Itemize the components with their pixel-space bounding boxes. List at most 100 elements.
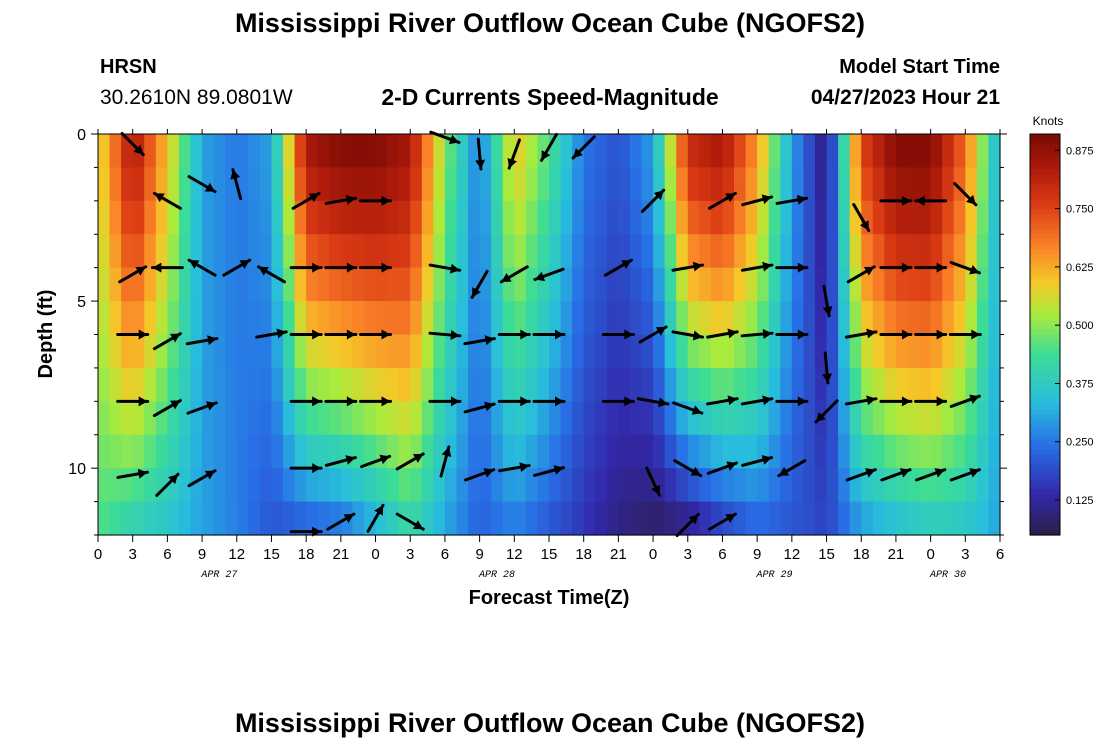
heatmap-cell [283, 334, 296, 369]
colorbar-segment [1030, 474, 1060, 481]
heatmap-cell [710, 234, 724, 269]
heatmap-cell [121, 234, 134, 269]
heatmap-cell [514, 267, 527, 302]
heatmap-cell [629, 501, 643, 536]
heatmap-cell [549, 468, 562, 503]
heatmap-cell [213, 501, 226, 536]
heatmap-cell [976, 301, 990, 336]
heatmap-cell [895, 401, 909, 436]
heatmap-cell [109, 200, 122, 235]
heatmap-cell [294, 468, 307, 503]
heatmap-cell [317, 401, 330, 436]
heatmap-cell [306, 434, 319, 469]
arrow-head [691, 405, 702, 415]
heatmap-cell [514, 301, 527, 336]
current-vector-arrow [324, 396, 358, 407]
date-label: APR 29 [755, 570, 792, 581]
heatmap-cell [121, 200, 134, 235]
heatmap-cell [306, 200, 319, 235]
arrow-head [822, 373, 833, 383]
heatmap-cell [699, 468, 712, 503]
heatmap-cell [259, 401, 273, 436]
heatmap-cell [988, 401, 1001, 436]
arrow-head [346, 396, 356, 407]
heatmap-cell [895, 468, 909, 503]
current-vector-arrow [395, 452, 425, 471]
heatmap-cell [248, 267, 261, 302]
arrow-head [797, 262, 807, 273]
heatmap-cell [387, 301, 400, 336]
heatmap-cell [676, 301, 689, 336]
heatmap-cell [98, 334, 111, 369]
heatmap-cell [757, 367, 770, 402]
colorbar-tick-label: 0.125 [1066, 495, 1094, 507]
heatmap-cell [549, 334, 562, 369]
heatmap-cell [780, 200, 793, 235]
heatmap-cell [317, 301, 330, 336]
heatmap-cell [363, 200, 377, 235]
current-vector-arrow [822, 351, 833, 385]
arrow-head [761, 455, 772, 465]
heatmap-cell [294, 434, 307, 469]
heatmap-cell [236, 367, 249, 402]
heatmap-cell [144, 501, 157, 536]
heatmap-cell [155, 267, 168, 302]
heatmap-cell [722, 434, 735, 469]
heatmap-cell [444, 334, 458, 369]
heatmap-cell [757, 200, 770, 235]
current-vector-arrow [740, 328, 774, 339]
colorbar-segment [1030, 389, 1060, 396]
heatmap-cell [722, 200, 735, 235]
heatmap-cell [849, 401, 862, 436]
y-axis-label: Depth (ft) [35, 290, 57, 379]
heatmap-cell [560, 334, 573, 369]
heatmap-cell [456, 167, 469, 202]
arrow-head [653, 190, 664, 201]
heatmap-cell [884, 267, 897, 302]
colorbar-segment [1030, 394, 1060, 401]
heatmap-cell [907, 434, 920, 469]
heatmap-cell [803, 167, 816, 202]
heatmap-cell [791, 134, 805, 169]
colorbar-segment [1030, 459, 1060, 466]
heatmap-cell [849, 301, 862, 336]
heatmap-cell [352, 301, 365, 336]
heatmap-cell [687, 367, 700, 402]
arrow-head [412, 453, 424, 463]
heatmap-cell [768, 301, 781, 336]
heatmap-cell [849, 200, 862, 235]
arrow-head [762, 328, 773, 339]
heatmap-cell [907, 167, 920, 202]
heatmap-cell [398, 367, 411, 402]
heatmap-cell [595, 401, 608, 436]
heatmap-cell [340, 167, 354, 202]
arrow-head [239, 260, 250, 269]
heatmap-cell [271, 134, 284, 169]
colorbar-segment [1030, 174, 1060, 180]
heatmap-cell [329, 134, 342, 169]
current-vector-arrow [116, 468, 149, 479]
heatmap-cell [537, 334, 550, 369]
heatmap-cell [560, 267, 573, 302]
x-tick-label: 21 [888, 546, 905, 563]
heatmap-cell [444, 200, 458, 235]
heatmap-cell [722, 468, 735, 503]
heatmap-cell [306, 367, 319, 402]
current-vector-arrow [359, 396, 393, 407]
heatmap-cell [826, 167, 839, 202]
colorbar-segment [1030, 469, 1060, 476]
heatmap-cell [421, 501, 434, 536]
heatmap-cell [803, 200, 816, 235]
colorbar-segment [1030, 209, 1060, 215]
heatmap-cell [410, 334, 423, 369]
heatmap-cell [745, 200, 758, 235]
colorbar-segment [1030, 494, 1060, 501]
heatmap-cell [549, 501, 562, 536]
current-vector-arrow [671, 330, 705, 341]
heatmap-cell [340, 301, 354, 336]
heatmap-cell [433, 434, 446, 469]
heatmap-cell [572, 434, 585, 469]
heatmap-cell [317, 334, 330, 369]
heatmap-cell [410, 301, 423, 336]
heatmap-cell [329, 434, 342, 469]
